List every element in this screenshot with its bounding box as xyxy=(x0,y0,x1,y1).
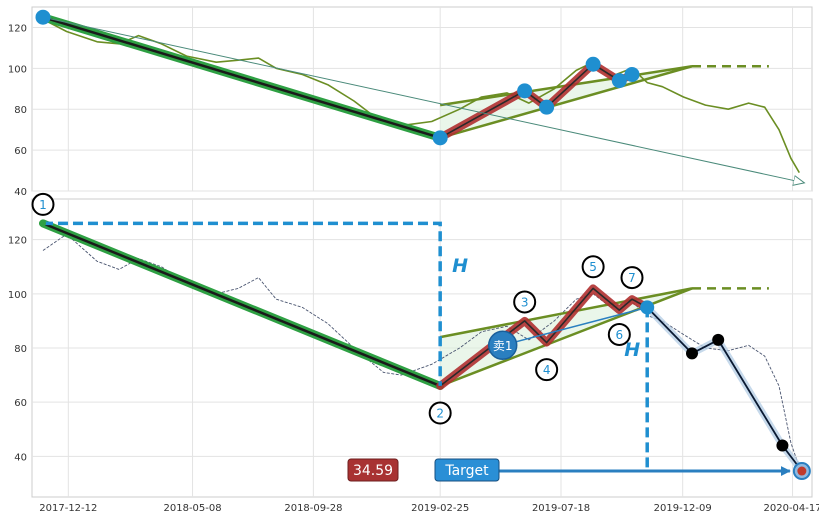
x-tick-label: 2019-12-09 xyxy=(654,503,712,514)
pivot-label-circle xyxy=(513,290,537,314)
pivot-label: 2 xyxy=(436,407,444,421)
pivot-label-circle xyxy=(607,322,631,346)
pivot-marker xyxy=(517,83,533,99)
downtrend-line xyxy=(42,222,441,388)
projection-point xyxy=(776,439,789,452)
pivot-label: 7 xyxy=(628,271,636,285)
y-tick-label: 120 xyxy=(8,23,27,34)
y-tick-label: 80 xyxy=(14,105,27,116)
pivot-label: 1 xyxy=(39,198,47,212)
price-badge xyxy=(347,458,399,482)
y-tick-label: 60 xyxy=(14,398,27,409)
x-tick-label: 2019-02-25 xyxy=(411,503,469,514)
pivot-marker xyxy=(585,56,601,72)
pivot-label-circle xyxy=(31,192,55,216)
pivot-label: 3 xyxy=(521,295,529,309)
y-tick-label: 60 xyxy=(14,146,27,157)
y-tick-label: 40 xyxy=(14,187,27,198)
y-tick-label: 40 xyxy=(14,452,27,463)
height-label: H xyxy=(452,255,468,277)
pivot-label: 6 xyxy=(616,328,624,342)
triangle-trend-line xyxy=(439,65,693,140)
top-panel: 40 60 80 100 120 xyxy=(8,6,813,198)
y-tick-label: 100 xyxy=(8,64,27,75)
pivot-label-circle xyxy=(535,358,559,382)
target-badge-label: Target xyxy=(444,463,489,479)
sell-breakout-link xyxy=(502,306,648,347)
pivot-label: 4 xyxy=(543,363,551,377)
sell-marker xyxy=(487,330,518,361)
y-tick-label: 120 xyxy=(8,236,27,247)
pivot-marker xyxy=(432,130,448,146)
breakout-marker xyxy=(640,300,655,315)
pivot-label: 5 xyxy=(589,260,597,274)
x-tick-label: 2018-09-28 xyxy=(284,503,342,514)
projection-point xyxy=(712,333,725,346)
pivot-marker xyxy=(611,73,627,89)
pivot-label-circle xyxy=(428,401,452,425)
target-point xyxy=(797,466,807,476)
pivot-marker xyxy=(539,99,555,115)
x-tick-label: 2017-12-12 xyxy=(39,503,97,514)
bottom-panel: 40 60 80 100 120 2017-12-12 2018-05-08 2018-09-… xyxy=(8,192,819,514)
projection-arrow xyxy=(42,16,804,183)
start-point xyxy=(39,220,46,227)
x-tick-label: 2018-05-08 xyxy=(164,503,222,514)
price-badge-label: 34.59 xyxy=(353,463,393,479)
pivot-label-circle xyxy=(620,266,644,290)
pivot-marker xyxy=(35,9,51,25)
pivot-label-circle xyxy=(581,255,605,279)
projection-point xyxy=(686,347,698,360)
height-projection-label: H xyxy=(624,339,640,361)
plot-area xyxy=(31,6,813,192)
downtrend-line xyxy=(42,16,441,140)
y-tick-label: 80 xyxy=(14,344,27,355)
pattern-line xyxy=(439,287,648,387)
x-tick-label: 2019-07-18 xyxy=(532,503,590,514)
sell-marker-label: 卖1 xyxy=(493,339,513,353)
height-measure-line xyxy=(42,221,442,386)
target-badge xyxy=(434,458,500,482)
price-line xyxy=(42,18,800,174)
triangle-trend-line xyxy=(439,287,693,339)
pivot-marker xyxy=(624,66,640,82)
y-tick-label: 100 xyxy=(8,290,27,301)
x-tick-label: 2020-04-17 xyxy=(764,503,819,514)
